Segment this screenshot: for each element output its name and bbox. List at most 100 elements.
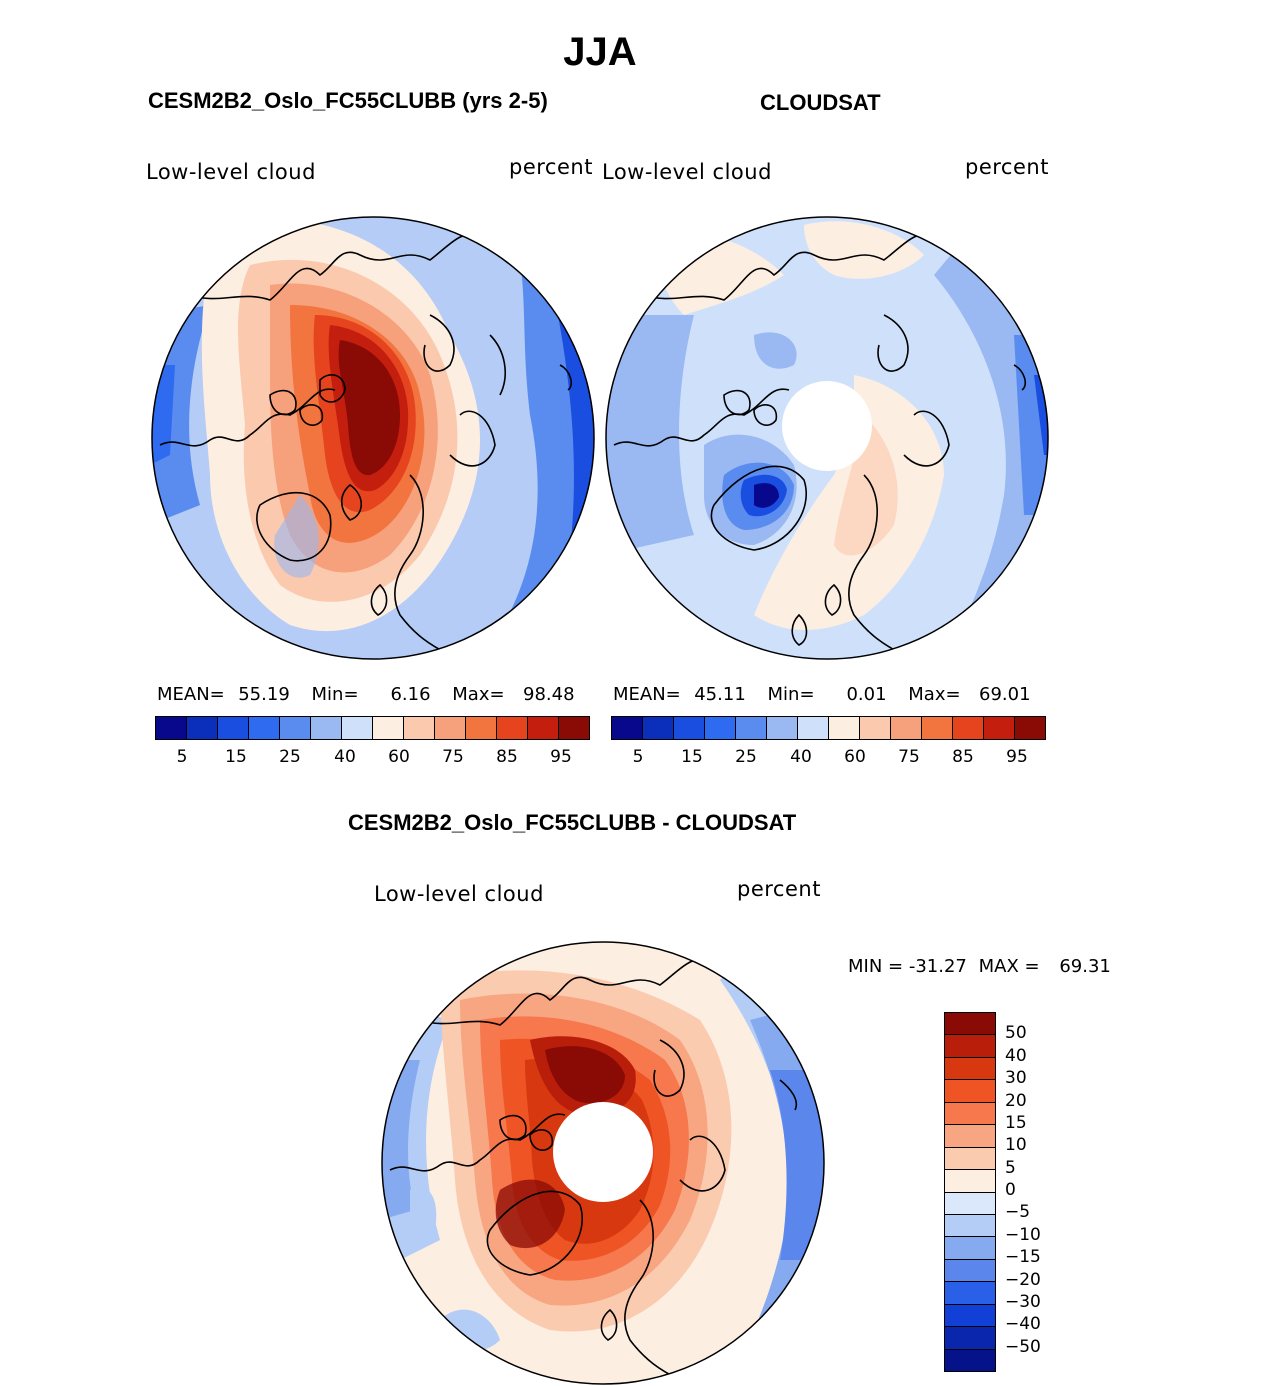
panel1-mean-value: 55.19 <box>238 684 290 705</box>
figure-title: JJA <box>563 30 637 74</box>
panel3-max-value: 69.31 <box>1059 956 1111 977</box>
colorbar-swatch <box>559 717 589 739</box>
panel2-min-label: Min= <box>767 684 815 705</box>
colorbar-tick-label: 15 <box>681 747 703 767</box>
colorbar-swatch <box>945 1237 995 1260</box>
colorbar-tick-label: 20 <box>1005 1090 1027 1111</box>
panel1-stats: MEAN= 55.19 Min= 6.16 Max= 98.48 <box>157 684 575 705</box>
panel2-max-label: Max= <box>908 684 961 705</box>
colorbar-tick-label: −20 <box>1005 1269 1041 1290</box>
colorbar-swatch <box>945 1102 995 1126</box>
colorbar-swatch <box>311 717 342 739</box>
panel3-polar-map <box>381 941 825 1385</box>
colorbar-tick-label: 10 <box>1005 1135 1027 1156</box>
colorbar-swatch <box>373 717 404 739</box>
colorbar-swatch <box>497 717 528 739</box>
colorbar-swatch <box>922 717 953 739</box>
colorbar-tick-label: 40 <box>1005 1045 1027 1066</box>
colorbar-tick-label: 0 <box>1005 1180 1016 1200</box>
panel1-colorbar <box>155 716 590 740</box>
panel1-max-value: 98.48 <box>523 684 575 705</box>
colorbar-tick-label: 5 <box>632 747 644 767</box>
colorbar-swatch <box>945 1080 995 1103</box>
colorbar-tick-label: −10 <box>1005 1224 1041 1245</box>
colorbar-tick-label: 85 <box>496 747 518 767</box>
colorbar-swatch <box>218 717 249 739</box>
panel3-stats: MIN = -31.27 MAX = 69.31 <box>848 956 1111 977</box>
colorbar-swatch <box>953 717 984 739</box>
colorbar-tick-label: 15 <box>225 747 247 767</box>
panel1-polar-map <box>151 216 595 660</box>
colorbar-swatch <box>891 717 922 739</box>
colorbar-tick-label: 40 <box>790 747 812 767</box>
panel3-min-value: -31.27 <box>908 956 967 977</box>
colorbar-tick-label: 30 <box>1005 1068 1027 1089</box>
colorbar-swatch <box>249 717 280 739</box>
panel-title-diff: CESM2B2_Oslo_FC55CLUBB - CLOUDSAT <box>348 810 797 835</box>
colorbar-tick-label: 50 <box>1005 1023 1027 1044</box>
colorbar-swatch <box>798 717 829 739</box>
panel2-max-value: 69.01 <box>979 684 1031 705</box>
colorbar-swatch <box>945 1259 995 1283</box>
colorbar-swatch <box>435 717 466 739</box>
colorbar-swatch <box>280 717 311 739</box>
panel3-units-label: percent <box>737 877 821 901</box>
colorbar-swatch <box>767 717 798 739</box>
panel2-polar-map <box>605 216 1049 660</box>
panel-title-obs: CLOUDSAT <box>760 90 881 115</box>
colorbar-swatch <box>612 717 643 739</box>
colorbar-tick-label: −5 <box>1005 1202 1031 1223</box>
colorbar-swatch <box>945 1192 995 1215</box>
colorbar-tick-label: 5 <box>176 747 188 767</box>
colorbar-swatch <box>945 1125 995 1148</box>
colorbar-tick-label: −30 <box>1005 1291 1041 1312</box>
colorbar-swatch <box>945 1214 995 1238</box>
colorbar-swatch <box>860 717 891 739</box>
panel2-variable-label: Low-level cloud <box>602 160 772 184</box>
colorbar-swatch <box>945 1304 995 1328</box>
panel1-mean-label: MEAN= <box>157 684 225 705</box>
colorbar-swatch <box>342 717 373 739</box>
colorbar-swatch <box>945 1013 995 1036</box>
panel2-mean-value: 45.11 <box>694 684 746 705</box>
colorbar-tick-label: 95 <box>1006 747 1028 767</box>
panel2-units-label: percent <box>965 155 1049 179</box>
colorbar-swatch <box>156 717 187 739</box>
colorbar-tick-label: 60 <box>388 747 410 767</box>
colorbar-tick-label: 5 <box>1005 1157 1016 1178</box>
colorbar-swatch <box>829 717 860 739</box>
colorbar-swatch <box>945 1282 995 1305</box>
colorbar-swatch <box>705 717 736 739</box>
panel1-min-value: 6.16 <box>390 684 431 705</box>
panel1-min-label: Min= <box>311 684 359 705</box>
colorbar-swatch <box>187 717 218 739</box>
colorbar-swatch <box>984 717 1015 739</box>
colorbar-swatch <box>1015 717 1045 739</box>
colorbar-tick-label: 95 <box>550 747 572 767</box>
colorbar-tick-label: 40 <box>334 747 356 767</box>
panel3-variable-label: Low-level cloud <box>374 882 544 906</box>
colorbar-swatch <box>643 717 674 739</box>
colorbar-tick-label: 15 <box>1005 1112 1027 1133</box>
colorbar-swatch <box>945 1057 995 1081</box>
colorbar-tick-label: 85 <box>952 747 974 767</box>
panel1-units-label: percent <box>509 155 593 179</box>
colorbar-tick-label: 60 <box>844 747 866 767</box>
panel2-mean-label: MEAN= <box>613 684 681 705</box>
panel3-min-label: MIN = <box>848 956 904 977</box>
panel1-max-label: Max= <box>452 684 505 705</box>
colorbar-swatch <box>945 1170 995 1193</box>
colorbar-swatch <box>736 717 767 739</box>
colorbar-swatch <box>945 1035 995 1058</box>
colorbar-tick-label: 75 <box>898 747 920 767</box>
panel-title-model: CESM2B2_Oslo_FC55CLUBB (yrs 2-5) <box>148 88 548 113</box>
colorbar-tick-label: 75 <box>442 747 464 767</box>
panel3-colorbar <box>944 1012 996 1372</box>
panel2-colorbar <box>611 716 1046 740</box>
colorbar-swatch <box>945 1147 995 1171</box>
colorbar-tick-label: 25 <box>735 747 757 767</box>
colorbar-tick-label: 25 <box>279 747 301 767</box>
panel3-max-label: MAX = <box>978 956 1040 977</box>
colorbar-tick-label: −40 <box>1005 1314 1041 1335</box>
colorbar-tick-label: −50 <box>1005 1336 1041 1357</box>
